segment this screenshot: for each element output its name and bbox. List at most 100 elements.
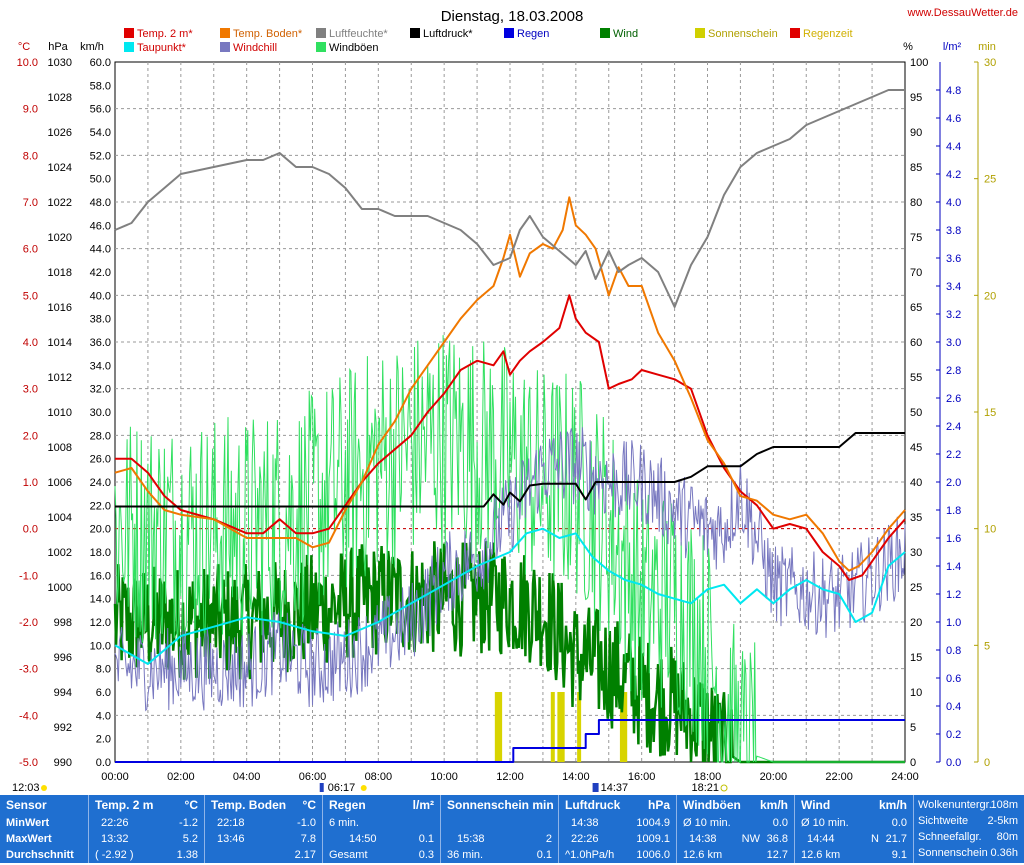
luftdruck-header: Luftdruck	[565, 798, 621, 812]
wind_kmh-tick: 12.0	[90, 617, 111, 629]
luftdruck-min: 1004.9	[636, 817, 670, 829]
sun_min-tick: 30	[984, 57, 996, 69]
pressure-unit-label: hPa	[48, 41, 68, 53]
wind_kmh-tick: 20.0	[90, 524, 111, 536]
humidity_pct-tick: 70	[910, 267, 922, 279]
pressure_hpa-tick: 1030	[48, 57, 72, 69]
rain_lm2-tick: 2.2	[946, 449, 961, 461]
weather-chart: Dienstag, 18.03.2008 www.DessauWetter.de…	[12, 7, 1018, 794]
x-tick-label: 20:00	[760, 771, 788, 783]
wind_kmh-tick: 26.0	[90, 454, 111, 466]
rain_lm2-tick: 4.2	[946, 169, 961, 181]
pressure_hpa-tick: 1008	[48, 442, 72, 454]
regen-max-time: 14:50	[349, 833, 377, 845]
wind_kmh-tick: 2.0	[96, 734, 111, 746]
series-line	[115, 294, 906, 581]
pressure_hpa-tick: 1014	[48, 337, 72, 349]
legend-swatch	[316, 28, 326, 38]
wind-unit: km/h	[878, 798, 907, 812]
windboeen-max-dir: NW	[741, 833, 760, 845]
humidity_pct-tick: 0	[910, 757, 916, 769]
legend-swatch	[504, 28, 514, 38]
luftdruck-max-time: 22:26	[571, 833, 599, 845]
temp_c-tick: -3.0	[19, 664, 38, 676]
wind_kmh-tick: 8.0	[96, 664, 111, 676]
legend-label: Windböen	[329, 42, 379, 54]
sunshine-bar	[494, 692, 499, 762]
rain_lm2-tick: 1.8	[946, 505, 961, 517]
legend-label: Sonnenschein	[708, 28, 778, 40]
legend-label: Luftfeuchte*	[329, 28, 388, 40]
legend-swatch	[220, 42, 230, 52]
gust-series-line	[114, 335, 905, 763]
stats-windboeen: Windböen km/h Ø 10 min. 0.0 14:38 NW 36.8 12…	[677, 795, 794, 863]
temp_c-tick: -2.0	[19, 617, 38, 629]
x-tick-label: 06:00	[299, 771, 327, 783]
wind_kmh-tick: 28.0	[90, 430, 111, 442]
rain_lm2-tick: 4.6	[946, 113, 961, 125]
wind_kmh-tick: 50.0	[90, 174, 111, 186]
pressure_hpa-tick: 1006	[48, 477, 72, 489]
sun_min-tick: 25	[984, 174, 996, 186]
legend-label: Luftdruck*	[423, 28, 473, 40]
x-tick-label: 12:00	[496, 771, 524, 783]
temp_c-tick: -4.0	[19, 710, 38, 722]
rain_lm2-tick: 3.0	[946, 337, 961, 349]
legend-label: Temp. 2 m*	[137, 28, 193, 40]
sun-left-marker: 12:03	[12, 782, 40, 794]
x-tick-label: 24:00	[891, 771, 919, 783]
regen-interval: 6 min.	[329, 817, 359, 829]
x-tick-label: 22:00	[825, 771, 853, 783]
regen-total: 0.3	[418, 849, 434, 861]
maxwert-label: MaxWert	[6, 833, 52, 845]
rain_lm2-tick: 4.0	[946, 197, 961, 209]
legend-swatch	[410, 28, 420, 38]
wind_kmh-tick: 48.0	[90, 197, 111, 209]
cloudbase-label: Wolkenuntergr.	[918, 799, 992, 811]
humidity_pct-tick: 25	[910, 582, 922, 594]
wind_kmh-tick: 6.0	[96, 687, 111, 699]
cloudbase-val: 108m	[990, 799, 1018, 811]
tempboden-avg: 2.17	[294, 849, 316, 861]
wind_kmh-tick: 24.0	[90, 477, 111, 489]
visibility-label: Sichtweite	[918, 815, 969, 827]
wind-run: 12.6 km	[801, 849, 841, 861]
humidity_pct-tick: 30	[910, 547, 922, 559]
rain_lm2-tick: 2.0	[946, 477, 961, 489]
temp_c-tick: 2.0	[23, 430, 38, 442]
temp_c-tick: 5.0	[23, 290, 38, 302]
x-tick-label: 02:00	[167, 771, 195, 783]
pressure_hpa-tick: 1000	[48, 582, 72, 594]
sun_min-tick: 15	[984, 407, 996, 419]
wind_kmh-tick: 36.0	[90, 337, 111, 349]
tempboden-max-time: 13:46	[217, 833, 245, 845]
wind_kmh-tick: 60.0	[90, 57, 111, 69]
wind_kmh-tick: 32.0	[90, 384, 111, 396]
visibility-val: 2-5km	[987, 815, 1018, 827]
wind_kmh-tick: 42.0	[90, 267, 111, 279]
tempboden-unit: °C	[302, 798, 316, 812]
temp_c-tick: 0.0	[23, 524, 38, 536]
chart-axes: 10.0 9.0 8.0 7.0 6.0 5.0 4.0 3.0 2.0 1.0 0.0 -1.0 -2…	[17, 57, 997, 783]
windboeen-mean: 12.7	[766, 849, 788, 861]
rain_lm2-tick: 1.6	[946, 533, 961, 545]
wind-avg-val: 0.0	[891, 817, 907, 829]
x-tick-label: 08:00	[365, 771, 393, 783]
humidity_pct-tick: 40	[910, 477, 922, 489]
temp2m-unit: °C	[184, 798, 198, 812]
rain-unit-label: l/m²	[943, 41, 962, 53]
site-link[interactable]: www.DessauWetter.de	[907, 7, 1018, 19]
rain_lm2-tick: 0.0	[946, 757, 961, 769]
pressure_hpa-tick: 1004	[48, 512, 72, 524]
chill-series-line	[114, 427, 906, 712]
temp_c-tick: 6.0	[23, 244, 38, 256]
sunrise-time: 06:17	[328, 782, 356, 794]
legend-label: Regen	[517, 28, 549, 40]
temp_c-tick: 3.0	[23, 384, 38, 396]
stats-luftdruck: Luftdruck hPa 14:38 1004.9 22:26 1009.1 ^1.…	[559, 795, 676, 863]
rain_lm2-tick: 0.8	[946, 645, 961, 657]
temp_c-tick: -5.0	[19, 757, 38, 769]
rain_lm2-tick: 2.8	[946, 365, 961, 377]
legend-swatch	[600, 28, 610, 38]
wind-unit-label: km/h	[80, 41, 104, 53]
